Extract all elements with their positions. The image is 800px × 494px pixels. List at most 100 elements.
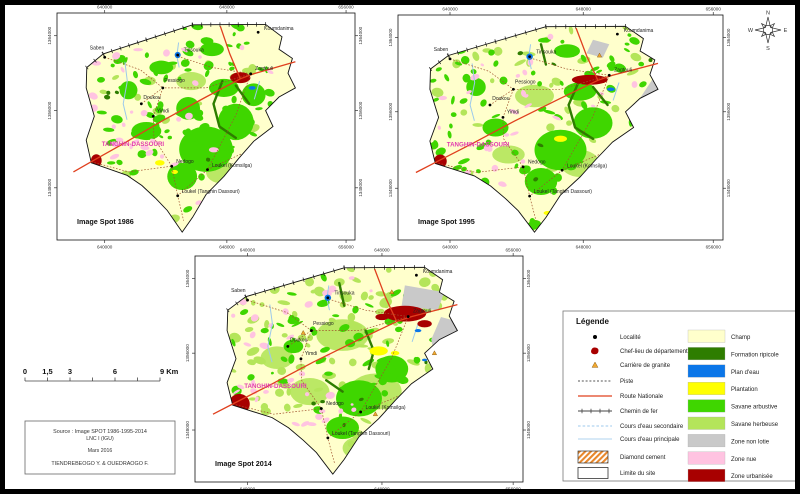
village-label: Koumdanima [264,26,294,32]
village-label: Loukel (Tanghin Dassouri) [534,189,592,195]
axis-x-label: 656000 [505,248,521,253]
legend-class-label: Zone non lotie [731,439,770,445]
capital-label: TANGHIN-DASSOURI [244,383,307,390]
source-line: LNC I (IGU) [86,436,114,442]
village-label: Yimdi [157,108,169,114]
village-marker [415,273,418,277]
legend-symbol-label: Diamond cement [620,455,666,461]
village-marker [326,296,330,300]
legend-swatch [687,364,726,378]
village-label: Loukel (Tanghin Dassouri) [182,189,240,195]
village-label: Tinsouka [536,49,556,55]
legend-swatch [687,399,726,413]
water-body [414,328,422,333]
legend-class-label: Zone nue [731,457,757,463]
legend-symbol-label: Localité [620,335,641,341]
legend-swatch [687,451,726,465]
village-marker [151,114,155,118]
compass-e-label: E [784,28,788,34]
granite-quarry-icon [300,330,306,335]
granite-quarry-icon [431,350,437,355]
scale-label: 9 Km [160,367,179,376]
piste-line [141,73,251,105]
village-marker [139,102,143,106]
village-marker [359,410,363,414]
railway-line [428,24,626,71]
village-marker [607,73,611,77]
axis-x-label: 648000 [576,245,592,250]
axis-x-label: 640000 [442,245,458,250]
water-body [606,87,615,92]
legend-item-class: Savane herbeuse [687,416,779,430]
compass-rose: N E S W [748,11,788,53]
urban-zone [417,320,432,328]
legend-item-symbol: Chef-lieu de département [591,347,688,355]
legend-swatch [687,382,726,395]
axis-y-label: 1356000 [47,101,52,119]
legend-item-class: Zone nue [687,451,757,465]
legend-item-symbol: Localité [593,335,641,341]
legend-item-symbol: Route Nationale [578,394,664,400]
map-1986: 640000 640000 648000 648000 656000 656000 1364… [47,5,363,250]
legend-item-class: Savane arbustive [687,399,778,413]
piste-line [449,58,514,90]
piste-line [561,154,600,171]
legend-item-symbol: Piste [578,379,634,385]
plantation-patch [369,346,388,356]
plantation-patch [171,169,178,174]
site-boundary [226,266,459,475]
village-marker [299,357,303,361]
piste-line [502,89,530,197]
axis-x-label: 648000 [374,248,390,253]
village-marker [310,329,313,332]
village-marker [560,168,564,172]
village-label: Nedogo [326,401,344,407]
piste-line [287,316,409,347]
scale-label: 1,5 [42,367,52,376]
village-marker [161,86,165,90]
axis-y-label: 1348000 [526,421,531,439]
source-line: Mars 2016 [88,448,113,454]
village-marker [170,164,174,168]
legend-item-symbol: Carrière de granite [591,361,671,369]
legend-class-label: Savane herbeuse [731,422,779,428]
granite-quarry-icon [389,289,395,294]
axis-x-label: 656000 [706,7,722,12]
village-label: Loukel (Komsilga) [366,405,406,411]
legend-class-label: Champ [731,335,751,341]
legend-item-symbol: Chemin de fer [578,408,658,415]
village-label: Pessiogo [313,321,334,327]
legend: Légende Localité Chef-lieu de département C… [562,310,797,482]
axis-y-label: 1364000 [358,26,363,44]
village-marker [206,168,209,172]
village-marker [103,55,107,59]
formation-ripicole-ribbon [325,379,344,393]
village-label: Zagtouli [255,66,273,72]
axis-y-label: 1348000 [47,178,52,196]
legend-class-label: Plantation [731,387,758,393]
source-line: TIENDREBEOGO Y. & OUEDRAOGO F. [51,461,148,467]
village-label: Koumdanima [624,28,654,34]
route-nationale-line [219,25,241,80]
village-marker [521,165,525,169]
scale-label: 6 [113,367,117,376]
scale-label: 0 [23,367,27,376]
piste-line [152,87,179,196]
stream-line [267,304,273,363]
landcover-patches [429,26,658,231]
axis-y-label: 1356000 [185,344,190,362]
village-label: Loukel (Tanghin Dassouri) [332,431,390,437]
axis-y-label: 1348000 [726,179,731,197]
formation-ripicole-ribbon [591,85,609,107]
railway-line [226,265,425,313]
axis-x-label: 648000 [219,245,235,250]
source-box-frame [24,420,176,475]
legend-class-label: Plan d'eau [731,370,759,376]
map-1995: 640000 640000 648000 648000 656000 656000 1364… [388,7,731,250]
legend-item-class: Zone urbanisée [687,469,773,482]
legend-symbol-label: Chemin de fer [620,409,658,415]
axis-y-label: 1364000 [388,28,393,46]
village-label: Zagtouli [413,309,431,315]
